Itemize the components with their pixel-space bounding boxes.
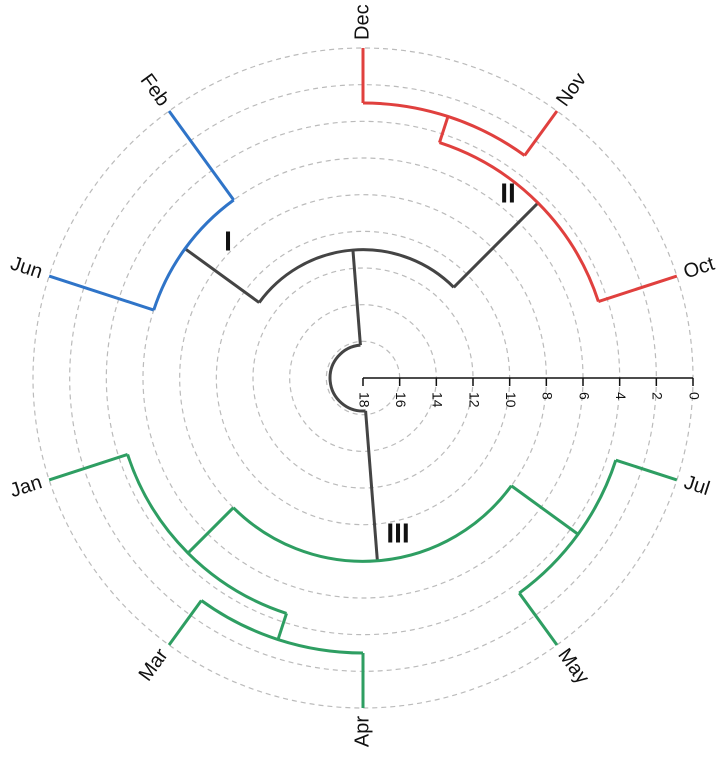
leaf-label: Feb	[136, 70, 174, 111]
stem-link	[364, 410, 379, 561]
axis-tick-label: 2	[650, 392, 666, 400]
merge-arc	[232, 484, 513, 563]
axis-tick-label: 8	[540, 392, 556, 400]
leaf-link	[167, 110, 235, 201]
leaf-link	[518, 592, 559, 646]
axis-tick-label: 10	[503, 392, 519, 408]
stem-link	[184, 247, 261, 304]
stem-link	[438, 115, 450, 144]
leaf-link	[523, 110, 559, 157]
cluster-label: II	[500, 177, 516, 208]
axis-tick-label: 16	[393, 392, 409, 408]
merge-arc	[200, 599, 364, 655]
stem-link	[276, 612, 288, 641]
leaf-label: Nov	[552, 69, 591, 111]
stem-link	[186, 506, 235, 555]
leaf-label: Dec	[351, 4, 373, 40]
axis-tick-label: 14	[430, 392, 446, 408]
leaf-label: May	[553, 645, 593, 689]
merge-arc	[257, 248, 455, 304]
cluster-label: III	[386, 517, 409, 548]
stem-link	[510, 484, 579, 536]
leaf-label: Jul	[681, 471, 712, 500]
merge-arc	[126, 454, 287, 615]
axis-tick-label: 0	[686, 392, 702, 400]
leaf-label: Jun	[8, 252, 45, 283]
merge-arc	[439, 141, 600, 302]
leaf-label: Mar	[135, 644, 173, 685]
leaf-link	[615, 458, 678, 482]
axis-tick-label: 12	[466, 392, 482, 408]
stem-link	[452, 201, 540, 289]
axis-tick-label: 4	[613, 392, 629, 400]
leaf-label: Apr	[351, 716, 373, 747]
merge-arc	[362, 101, 526, 157]
leaf-link	[48, 453, 129, 482]
leaf-link	[597, 274, 678, 303]
merge-arc	[152, 198, 235, 311]
merge-arc	[328, 343, 366, 413]
stem-link	[351, 249, 362, 346]
cluster-label: I	[224, 225, 232, 256]
axis-tick-label: 6	[576, 392, 592, 400]
leaf-link	[167, 599, 203, 646]
leaf-link	[48, 274, 155, 312]
merge-arc	[518, 459, 618, 595]
leaf-label: Jan	[7, 471, 44, 502]
axis-tick-label: 18	[356, 392, 372, 408]
leaf-label: Oct	[681, 253, 718, 284]
